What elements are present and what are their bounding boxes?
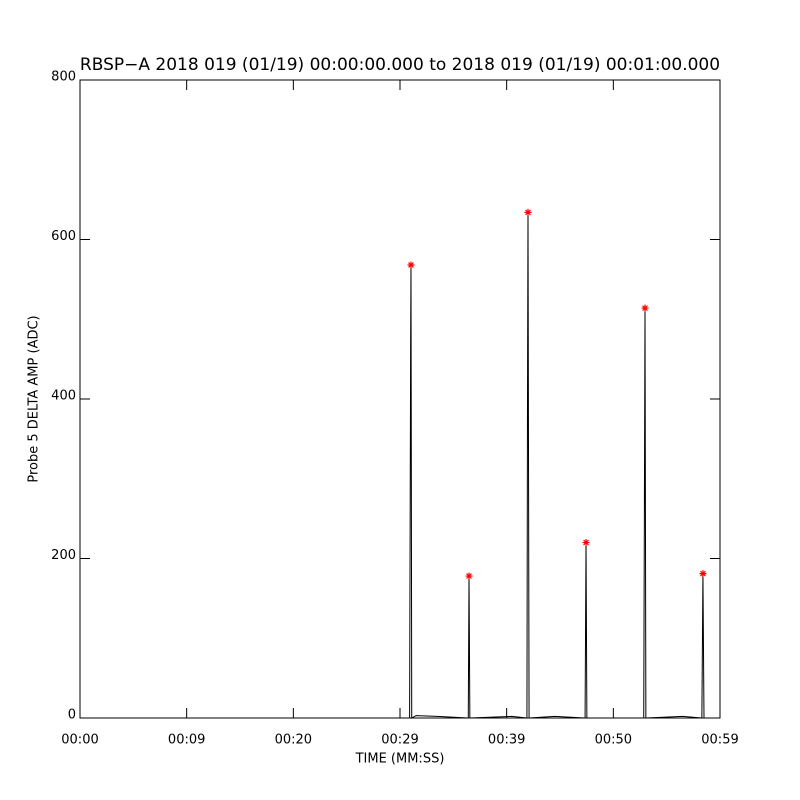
chart-title: RBSP−A 2018 019 (01/19) 00:00:00.000 to …: [80, 55, 720, 75]
peak-marker: [582, 539, 590, 547]
y-tick-label: 200: [51, 548, 76, 563]
x-tick-label: 00:59: [701, 733, 738, 748]
x-tick-label: 00:50: [595, 733, 632, 748]
peak-marker: [699, 570, 707, 578]
data-line: [80, 212, 720, 719]
plot-frame: [79, 79, 721, 719]
x-tick-label: 00:00: [61, 733, 98, 748]
x-tick-label: 00:20: [275, 733, 312, 748]
y-tick-label: 800: [51, 70, 76, 85]
x-tick-label: 00:39: [488, 733, 525, 748]
peak-marker: [641, 304, 649, 312]
y-axis-label: Probe 5 DELTA AMP (ADC): [27, 315, 42, 482]
peak-marker: [465, 572, 473, 580]
x-tick-label: 00:09: [168, 733, 205, 748]
x-axis-label: TIME (MM:SS): [355, 752, 445, 767]
peak-marker: [407, 261, 415, 269]
y-tick-label: 600: [51, 229, 76, 244]
y-tick-label: 400: [51, 389, 76, 404]
x-tick-label: 00:29: [381, 733, 418, 748]
y-tick-label: 0: [68, 708, 76, 723]
peak-marker: [524, 208, 532, 216]
